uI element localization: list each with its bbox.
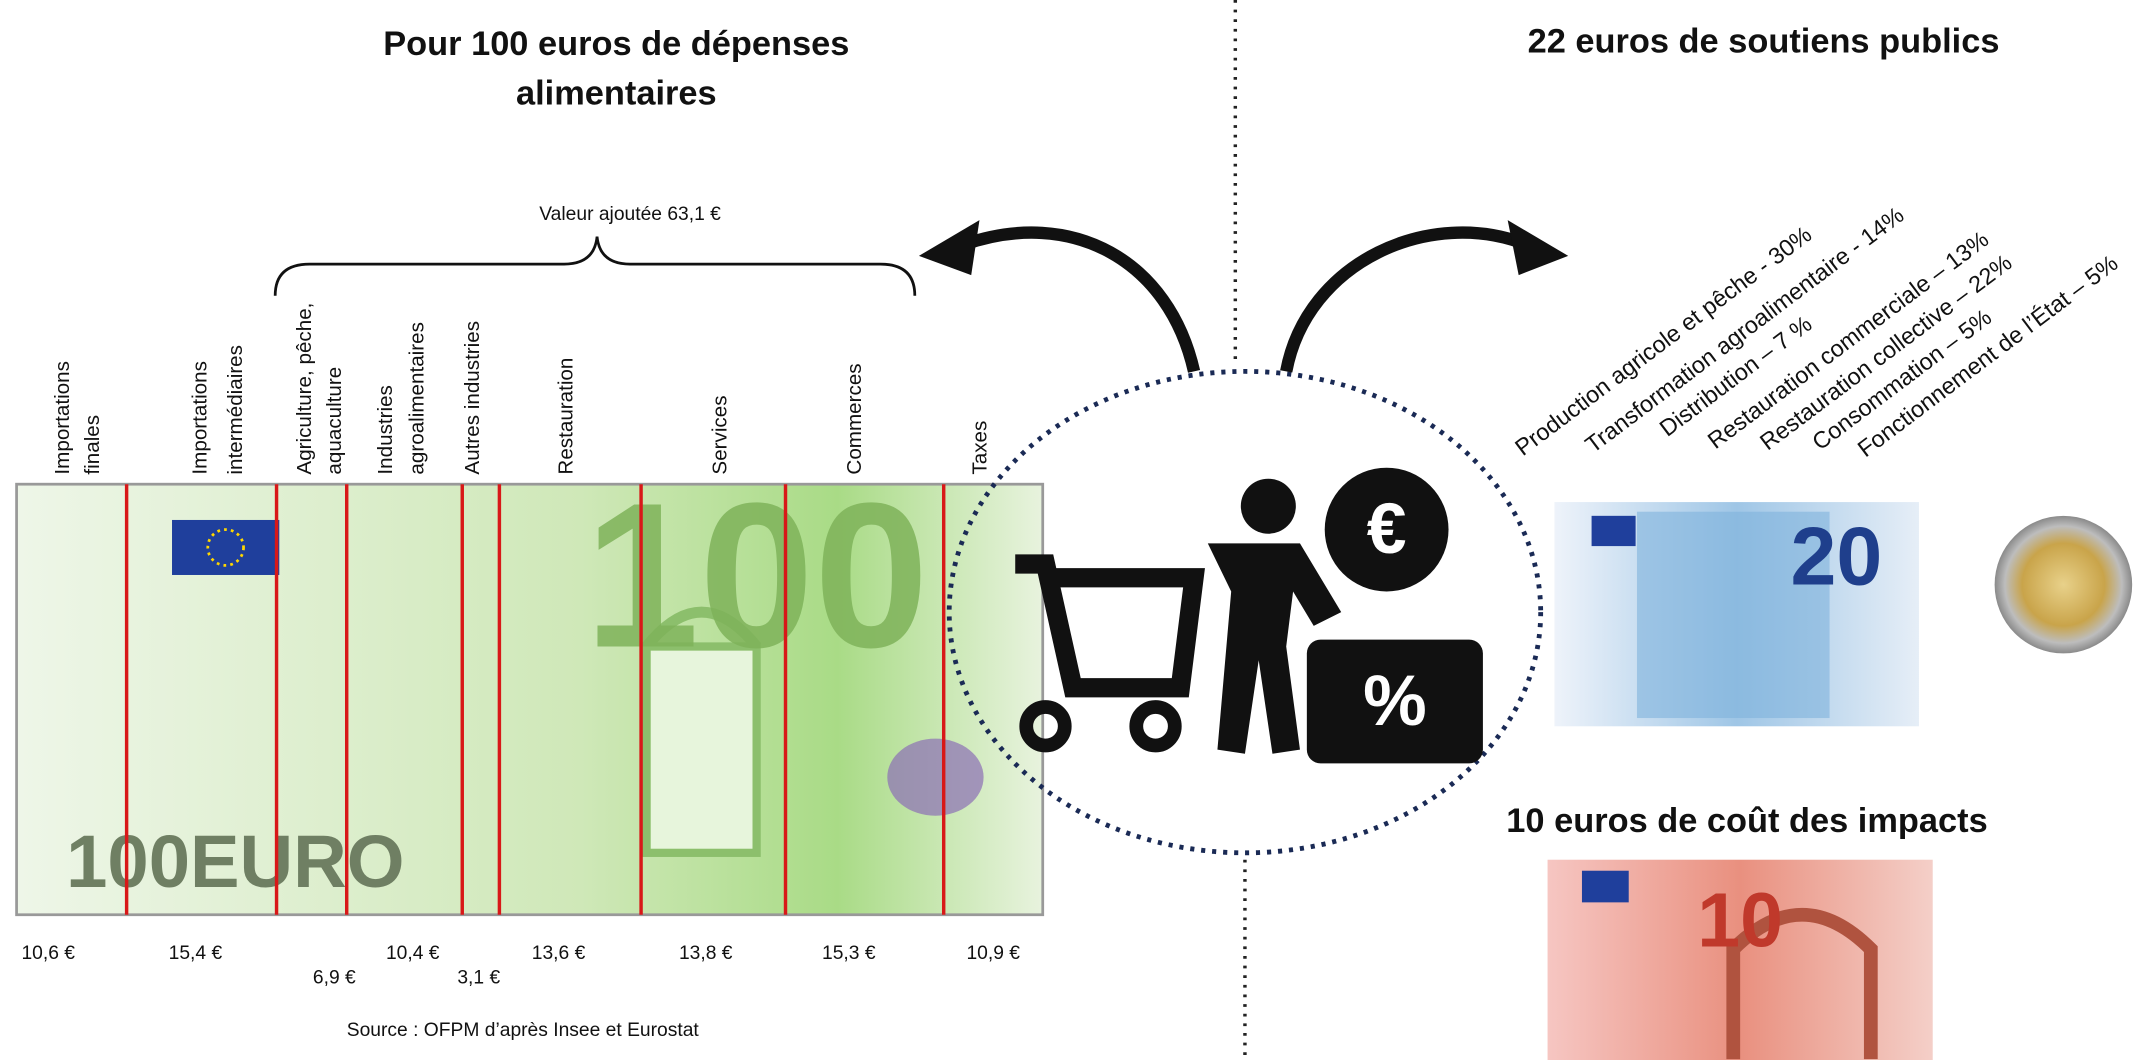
note-value: 10 [1697,877,1783,963]
infographic: Pour 100 euros de dépenses alimentaires … [0,0,2146,1060]
segment-value: 13,6 € [532,943,586,964]
segment-value: 15,3 € [822,943,876,964]
segment-label: aquaculture [323,367,346,475]
segment-value: 6,9 € [313,968,356,989]
left-title: alimentaires [516,75,717,113]
coin [1995,516,2133,654]
note-brand: 100EURO [66,820,404,903]
segment-value: 10,6 € [21,943,75,964]
segment-label: finales [81,415,104,475]
arrow [1286,233,1527,372]
source: Source : OFPM d’après Insee et Eurostat [347,1020,700,1041]
banknote-10: 10 [1548,860,1933,1060]
segment-value: 10,4 € [386,943,440,964]
segment-label: Taxes [968,421,991,475]
banknote-20: 20 [1554,502,1919,726]
impacts-title: 10 euros de coût des impacts [1506,802,1987,840]
note-value: 20 [1791,511,1883,603]
page: {"left":{"title_lines":["Pour 100 euros … [0,0,2146,1060]
segment-label: Restauration [554,358,577,475]
right-title: 22 euros de soutiens publics [1528,22,2000,60]
segment-label: agroalimentaires [406,322,429,474]
segment-value: 13,8 € [679,943,733,964]
segment-value: 15,4 € [169,943,223,964]
segment-label: Commerces [843,363,866,474]
segment-value: 10,9 € [966,943,1020,964]
left-title: Pour 100 euros de dépenses [383,25,849,63]
segment-label: intermédiaires [224,345,247,475]
note-value: 100 [584,460,928,691]
segment-label: Autres industries [461,321,484,475]
value-added: Valeur ajoutée 63,1 € [539,204,721,225]
brace [275,237,915,296]
segment-value: 3,1 € [457,968,500,989]
segment-label: Importations [51,361,74,475]
arrowhead [919,220,980,275]
segment-label: Importations [188,361,211,475]
segment-label: Services [708,395,731,474]
shopping-icon: € % [1015,468,1483,764]
segment-label: Industries [374,385,397,474]
supports: Production agricole et pêche - 30%Transf… [1510,202,2122,463]
arrow [963,233,1194,372]
banknote-100: 100 100EURO [17,460,1043,915]
svg-text:%: % [1363,661,1427,741]
svg-text:€: € [1367,489,1407,569]
segment-label: Agriculture, pêche, [293,303,316,475]
arrowhead [1508,220,1569,275]
